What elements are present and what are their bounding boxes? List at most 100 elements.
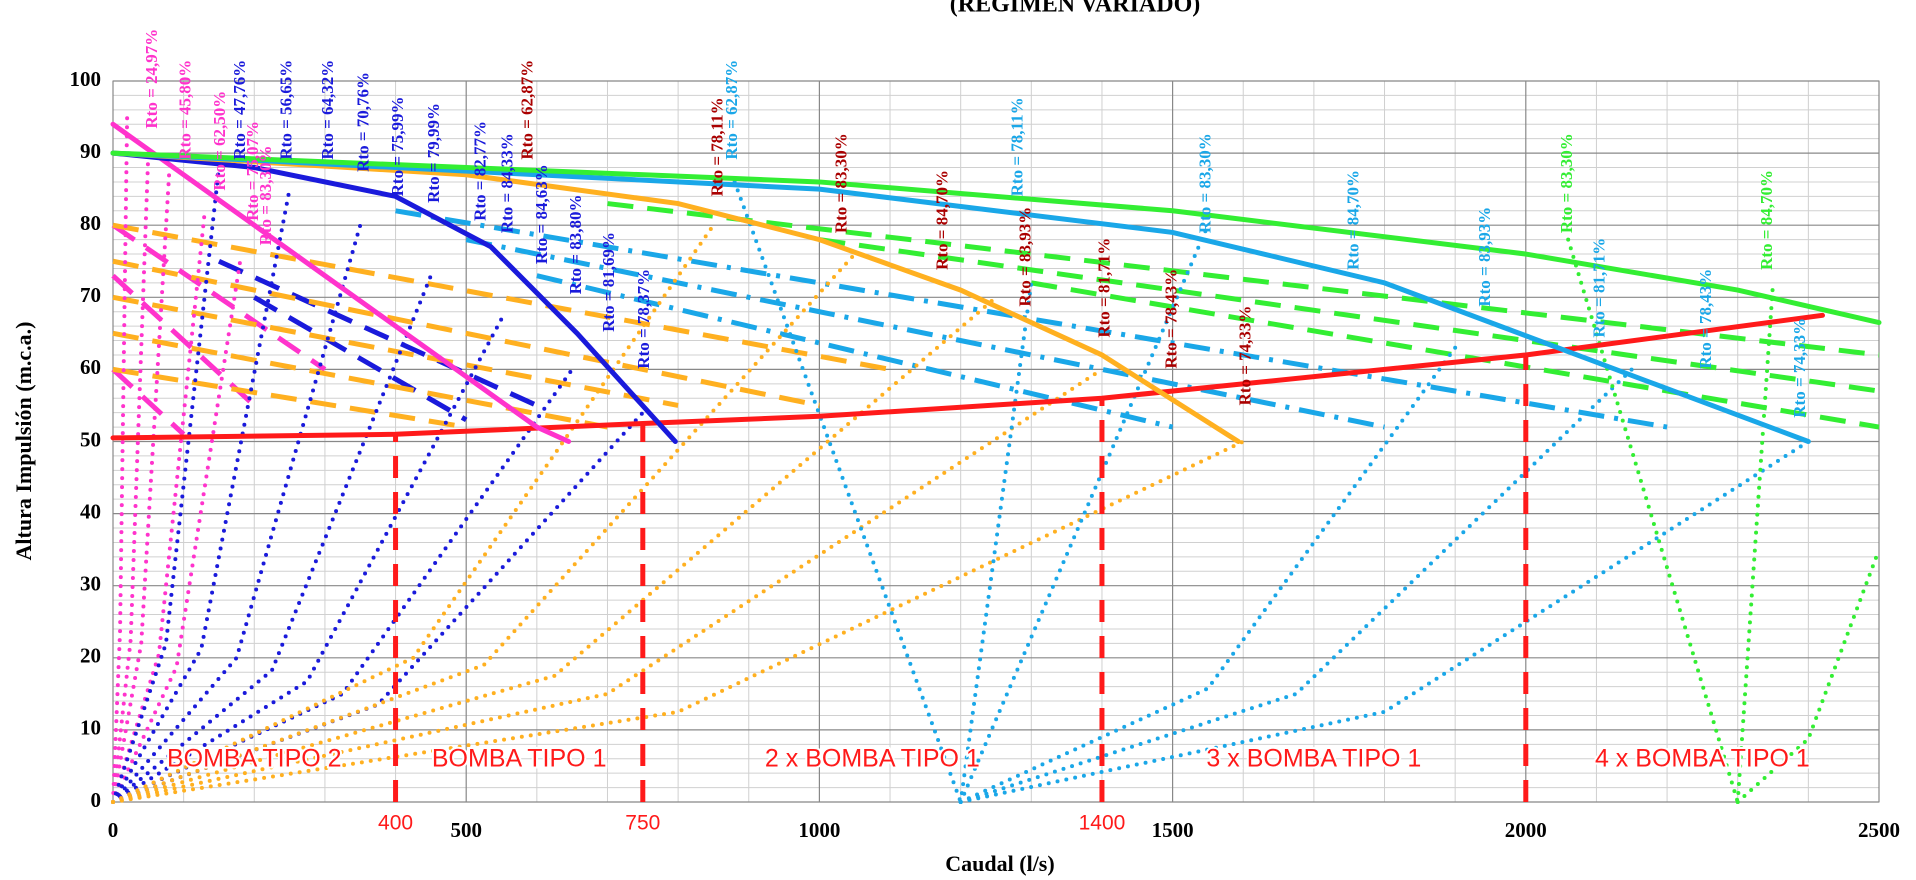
- curve-dotted: [111, 208, 207, 804]
- efficiency-label: Rto = 83,93%: [1015, 207, 1034, 307]
- efficiency-label: Rto = 81,71%: [1094, 238, 1113, 338]
- x-axis-label: Caudal (l/s): [945, 851, 1054, 876]
- efficiency-label: Rto = 81,71%: [1590, 238, 1609, 338]
- plot-area: Rto = 24,97% Rto = 45,80% Rto = 62,50% Rto …: [110, 29, 1882, 804]
- y-axis-label: Altura Impulsión (m.c.a.): [11, 322, 36, 561]
- curve-dotted: [732, 179, 963, 804]
- curve-dashed: [112, 330, 608, 430]
- y-tick-label: 90: [80, 139, 101, 163]
- efficiency-label: Rto = 56,65%: [276, 60, 295, 160]
- curve-dotted: [1735, 280, 1776, 804]
- efficiency-label: Rto = 62,50%: [210, 91, 229, 191]
- curve: [110, 150, 1882, 326]
- curve-dotted: [958, 367, 1634, 804]
- curve: [110, 150, 1241, 444]
- efficiency-label: Rto = 84,70%: [1344, 170, 1363, 270]
- curve-dotted: [958, 345, 1458, 804]
- curve-dashed: [111, 223, 327, 372]
- efficiency-label: Rto = 78,43%: [1162, 269, 1181, 369]
- efficiency-label: Rto = 74,33%: [1236, 306, 1255, 406]
- curve-dotted: [111, 316, 504, 804]
- curve-dashed: [819, 237, 1880, 394]
- region-label: BOMBA TIPO 1: [432, 745, 607, 773]
- x-tick-label: 2500: [1858, 818, 1900, 842]
- curve-dotted: [111, 252, 857, 804]
- curve-dotted: [958, 439, 1811, 804]
- curve-dotted: [111, 151, 151, 804]
- efficiency-label: Rto = 24,97%: [142, 29, 161, 129]
- region-label: 4 x BOMBA TIPO 1: [1595, 745, 1810, 773]
- x-tick-label: 0: [108, 818, 119, 842]
- efficiency-label: Rto = 83,30%: [256, 146, 275, 246]
- curve-dotted: [111, 115, 130, 804]
- curve-dashdot: [465, 237, 1386, 430]
- efficiency-label: Rto = 70,76%: [353, 72, 372, 172]
- y-tick-label: 30: [80, 572, 101, 596]
- efficiency-label: Rto = 74,33%: [1790, 318, 1809, 418]
- efficiency-label: Rto = 84,63%: [532, 164, 551, 264]
- efficiency-label: Rto = 47,76%: [230, 60, 249, 160]
- y-tick-label: 50: [80, 427, 101, 451]
- curve: [110, 150, 1811, 444]
- efficiency-label: Rto = 78,43%: [1696, 269, 1715, 369]
- curve-dotted: [1566, 237, 1740, 804]
- efficiency-label: Rto = 75,07%: [243, 121, 262, 221]
- efficiency-label: Rto = 62,87%: [722, 60, 741, 160]
- curve-dashed: [112, 222, 891, 372]
- efficiency-label: Rto = 78,37%: [634, 269, 653, 369]
- x-tick-label: 1500: [1152, 818, 1194, 842]
- x-tick-label: 500: [450, 818, 482, 842]
- curve-dotted: [111, 273, 433, 804]
- efficiency-label: Rto = 83,80%: [566, 195, 585, 295]
- y-tick-label: 70: [80, 283, 101, 307]
- efficiency-label: Rto = 84,33%: [497, 133, 516, 233]
- region-label: 3 x BOMBA TIPO 1: [1206, 745, 1421, 773]
- curve-dashed: [112, 258, 820, 408]
- curve-dotted: [111, 295, 998, 804]
- efficiency-label: Rto = 78,11%: [1008, 97, 1027, 196]
- efficiency-label: Rto = 79,99%: [424, 103, 443, 203]
- y-tick-label: 10: [80, 716, 101, 740]
- curve-dashdot: [395, 208, 1668, 430]
- efficiency-label: Rto = 82,77%: [471, 121, 490, 221]
- efficiency-label: Rto = 83,30%: [1195, 133, 1214, 233]
- divider-label: 400: [378, 812, 413, 835]
- efficiency-label: Rto = 83,30%: [832, 133, 851, 233]
- efficiency-label: Rto = 64,32%: [318, 60, 337, 160]
- curve-dashed: [112, 294, 679, 408]
- curve-dashed: [111, 273, 256, 408]
- region-label: BOMBA TIPO 2: [167, 745, 342, 773]
- y-tick-label: 100: [70, 67, 102, 91]
- efficiency-label: Rto = 81,69%: [599, 232, 618, 332]
- efficiency-label: Rto = 83,93%: [1475, 207, 1494, 307]
- curve-dashed: [217, 258, 538, 408]
- y-tick-label: 80: [80, 211, 101, 235]
- curve-dotted: [958, 223, 1210, 804]
- curve-dotted: [958, 280, 1034, 804]
- curve-dotted: [111, 259, 243, 804]
- curve-dotted: [111, 367, 1104, 804]
- curve-dotted: [111, 439, 1246, 804]
- curve-dotted: [111, 223, 363, 804]
- x-tick-label: 1000: [798, 818, 840, 842]
- curve: [110, 121, 572, 444]
- divider-label: 750: [625, 812, 660, 835]
- efficiency-label: Rto = 45,80%: [175, 60, 194, 160]
- x-tick-label: 2000: [1505, 818, 1547, 842]
- curve-dotted: [111, 165, 172, 804]
- y-tick-label: 0: [91, 788, 102, 812]
- efficiency-label: Rto = 62,87%: [517, 60, 536, 160]
- curve: [110, 150, 678, 444]
- y-tick-label: 20: [80, 644, 101, 668]
- chart-title: (REGIMEN VARIADO): [950, 0, 1200, 18]
- y-tick-label: 40: [80, 499, 101, 523]
- curve-dotted: [111, 165, 221, 804]
- efficiency-label: Rto = 84,70%: [1757, 170, 1776, 270]
- curve-dashed: [112, 366, 467, 430]
- region-label: 2 x BOMBA TIPO 1: [765, 745, 980, 773]
- efficiency-label: Rto = 84,70%: [933, 170, 952, 270]
- y-tick-label: 60: [80, 355, 101, 379]
- efficiency-label: Rto = 78,11%: [707, 97, 726, 196]
- efficiency-label: Rto = 83,30%: [1557, 133, 1576, 233]
